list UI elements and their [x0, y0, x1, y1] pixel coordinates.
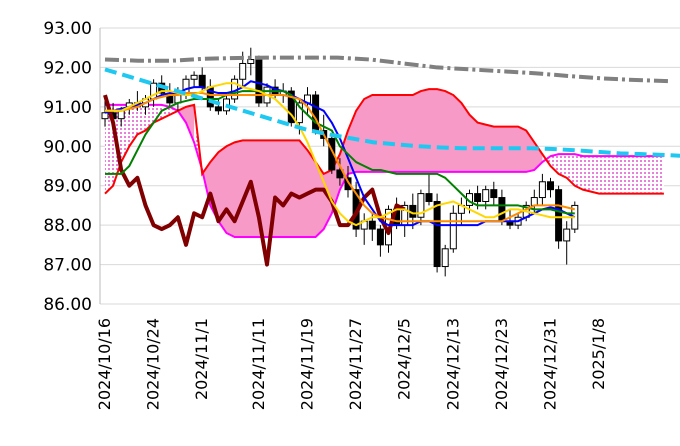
line-chikou	[103, 94, 406, 267]
candle	[190, 71, 198, 88]
candle	[433, 193, 441, 273]
candle	[441, 244, 449, 277]
senkou-span-b	[104, 88, 664, 195]
candle-body-up	[295, 102, 303, 124]
candle	[287, 87, 295, 127]
candle	[376, 225, 384, 257]
x-tick-label: 2024/12/31	[541, 318, 560, 410]
candle	[255, 55, 263, 107]
x-tick-label: 2024/10/24	[144, 318, 163, 410]
line-kijun	[105, 90, 575, 215]
x-tick-label: 2024/10/16	[95, 318, 114, 410]
y-tick-label: 92.00	[43, 58, 92, 78]
x-tick-label: 2024/12/13	[443, 318, 462, 410]
candle-body-down	[474, 193, 482, 202]
y-tick-label: 87.00	[43, 256, 92, 276]
indicator-lines	[103, 55, 680, 267]
x-tick-label: 2024/11/27	[346, 318, 365, 410]
x-tick-label: 2024/11/1	[192, 318, 211, 400]
candle	[360, 213, 368, 245]
candle-body-down	[433, 200, 441, 268]
x-tick-label: 2024/11/19	[298, 318, 317, 410]
candle-body-down	[344, 177, 352, 191]
x-axis-ticks: 2024/10/16 2024/10/24 2024/11/1 2024/11/11 2…	[95, 318, 608, 410]
candle	[247, 47, 255, 76]
candle	[490, 181, 498, 206]
y-tick-label: 91.00	[43, 98, 92, 118]
candle-body-down	[498, 197, 506, 222]
candle-body-down	[490, 189, 498, 199]
candle-body-up	[247, 59, 255, 64]
candle-body-down	[287, 90, 295, 124]
candle	[312, 91, 320, 135]
line-trend_gray	[104, 55, 670, 84]
candle-body-down	[425, 193, 433, 202]
candle-body-up	[239, 62, 247, 80]
x-tick-label: 2024/12/23	[492, 318, 511, 410]
y-tick-label: 93.00	[43, 19, 92, 39]
candle-body-down	[555, 189, 563, 242]
candle-body-up	[101, 112, 109, 120]
y-tick-label: 89.00	[43, 177, 92, 197]
candle	[538, 173, 546, 206]
line-trend_cyan	[104, 67, 680, 158]
candle-body-up	[530, 197, 538, 206]
candle-body-up	[190, 74, 198, 80]
cloud-fill-bullish	[105, 104, 186, 194]
candle-body-up	[538, 181, 546, 199]
candle	[425, 173, 433, 206]
candle-body-up	[441, 248, 449, 268]
y-tick-label: 86.00	[43, 295, 92, 315]
candle-body-down	[376, 228, 384, 246]
y-axis-ticks: 86.00 87.00 88.00 89.00 90.00 91.00 92.00 93.00	[43, 19, 92, 315]
candle-body-up	[449, 212, 457, 250]
candle-body-up	[482, 189, 490, 202]
candle-body-up	[563, 228, 571, 242]
candle-body-down	[198, 74, 206, 88]
candle	[449, 205, 457, 253]
candle-body-down	[312, 94, 320, 132]
x-tick-label: 2024/11/11	[249, 318, 268, 410]
candle	[417, 189, 425, 226]
candle	[547, 177, 554, 198]
candle-body-down	[214, 106, 222, 112]
candle-body-up	[417, 193, 425, 218]
x-tick-label: 2025/1/8	[589, 318, 608, 390]
y-tick-label: 88.00	[43, 216, 92, 236]
y-tick-label: 90.00	[43, 137, 92, 157]
candle-body-down	[368, 220, 376, 230]
x-tick-label: 2024/12/5	[395, 318, 414, 400]
candle-body-down	[547, 181, 554, 191]
candle	[563, 221, 571, 265]
candle-body-down	[255, 59, 263, 104]
